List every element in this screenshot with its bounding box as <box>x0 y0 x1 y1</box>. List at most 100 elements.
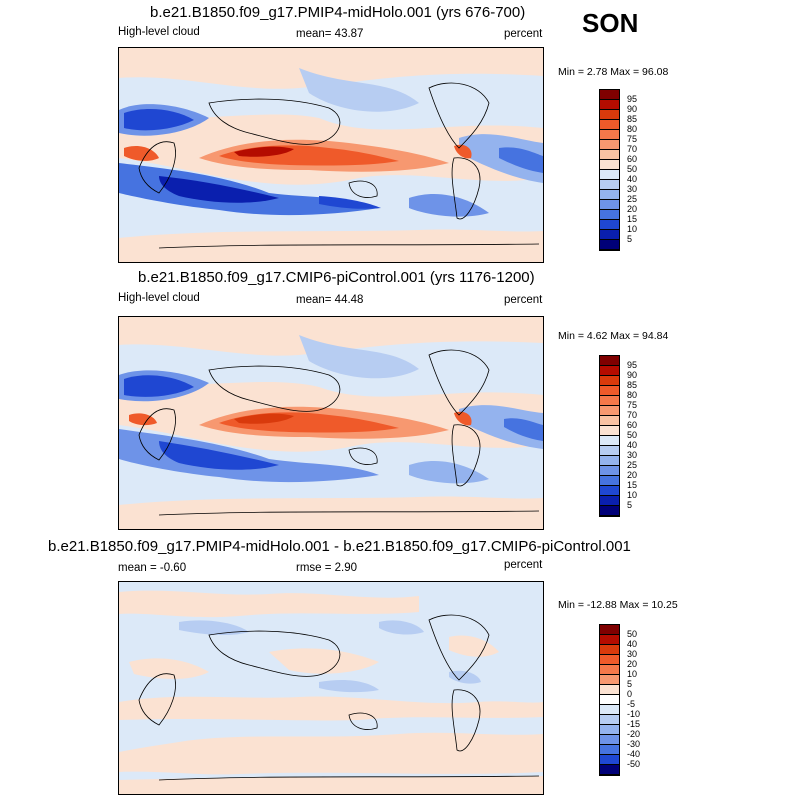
panel-2-colorbar-tick: 85 <box>627 380 638 390</box>
panel-2-colorbar-swatch <box>600 466 619 476</box>
panel-1-colorbar-tick: 10 <box>627 224 638 234</box>
panel-2-colorbar-tick: 95 <box>627 360 638 370</box>
panel-2-colorbar-tick: 20 <box>627 470 638 480</box>
panel-1-colorbar-swatch <box>600 220 619 230</box>
panel-2-colorbar-swatch <box>600 386 619 396</box>
panel-3-colorbar-tick: -50 <box>627 759 641 769</box>
panel-2-colorbar-tick: 25 <box>627 460 638 470</box>
panel-1-colorbar-swatch <box>600 130 619 140</box>
panel-1-colorbar-swatch <box>600 120 619 130</box>
panel-1-colorbar-swatch <box>600 90 619 100</box>
panel-3-colorbar-tick: 10 <box>627 669 638 679</box>
panel-1-colorbar-tick: 75 <box>627 134 638 144</box>
panel-3-colorbar-swatch <box>600 735 619 745</box>
panel-2-colorbar-tick: 50 <box>627 430 638 440</box>
panel-2-colorbar-swatch <box>600 476 619 486</box>
panel-1-colorbar: 95 90 85 80 75 70 60 50 40 30 25 20 15 1… <box>599 89 637 251</box>
panel-3-colorbar-swatch <box>600 625 619 635</box>
panel-3-colorbar-tick: 0 <box>627 689 633 699</box>
panel-1-colorbar-tick: 25 <box>627 194 638 204</box>
panel-1-colorbar-tick: 60 <box>627 154 638 164</box>
panel-1-map <box>118 47 544 263</box>
panel-3-colorbar-swatch <box>600 665 619 675</box>
panel-3-colorbar-tick: -15 <box>627 719 641 729</box>
panel-2-colorbar-swatch <box>600 436 619 446</box>
panel-2-title: b.e21.B1850.f09_g17.CMIP6-piControl.001 … <box>138 269 535 286</box>
panel-2-colorbar-swatch <box>600 506 619 516</box>
panel-1-colorbar-tick: 15 <box>627 214 638 224</box>
panel-3-colorbar: 50 40 30 20 10 5 0 -5 -10 -15 -20 -30 -4… <box>599 624 640 776</box>
panel-2-colorbar: 95 90 85 80 75 70 60 50 40 30 25 20 15 1… <box>599 355 637 517</box>
panel-3-colorbar-swatch <box>600 695 619 705</box>
panel-3-rmse-label: rmse = 2.90 <box>296 562 358 574</box>
panel-1-colorbar-tick: 90 <box>627 104 638 114</box>
panel-2-colorbar-tick: 10 <box>627 490 638 500</box>
panel-2-colorbar-tick: 5 <box>627 500 633 510</box>
panel-2-variable-label: High-level cloud <box>118 292 200 304</box>
panel-3-colorbar-tick: -10 <box>627 709 641 719</box>
panel-2-colorbar-tick: 15 <box>627 480 638 490</box>
panel-3-colorbar-swatch <box>600 685 619 695</box>
panel-2-colorbar-swatch <box>600 486 619 496</box>
season-label: SON <box>582 8 639 38</box>
panel-1-colorbar-tick: 85 <box>627 114 638 124</box>
panel-3-minmax: Min = -12.88 Max = 10.25 <box>558 599 678 611</box>
panel-2-colorbar-swatch <box>600 426 619 436</box>
panel-1-colorbar-tick: 40 <box>627 174 638 184</box>
panel-1-colorbar-swatch <box>600 230 619 240</box>
panel-2-colorbar-swatch <box>600 376 619 386</box>
panel-3-map <box>118 581 544 795</box>
panel-3-colorbar-swatch <box>600 635 619 645</box>
panel-1-colorbar-swatch <box>600 100 619 110</box>
panel-1-mean-label: mean= 43.87 <box>296 28 364 40</box>
panel-2-contours <box>119 335 543 529</box>
panel-3-colorbar-tick: -5 <box>627 699 636 709</box>
panel-2-colorbar-swatch <box>600 356 619 366</box>
panel-2-colorbar-tick: 70 <box>627 410 638 420</box>
panel-3-colorbar-swatch <box>600 715 619 725</box>
panel-1-title: b.e21.B1850.f09_g17.PMIP4-midHolo.001 (y… <box>150 4 526 21</box>
panel-1-minmax: Min = 2.78 Max = 96.08 <box>558 66 669 78</box>
panel-3-units-label: percent <box>504 559 543 571</box>
panel-1-colorbar-swatch <box>600 240 619 250</box>
panel-3-colorbar-tick: -40 <box>627 749 641 759</box>
panel-2-map <box>118 316 544 530</box>
panel-1-colorbar-swatch <box>600 190 619 200</box>
panel-3-colorbar-tick: 30 <box>627 649 638 659</box>
panel-3-colorbar-swatch <box>600 725 619 735</box>
panel-1-colorbar-tick: 80 <box>627 124 638 134</box>
panel-1-colorbar-swatch <box>600 110 619 120</box>
panel-1-colorbar-swatch <box>600 180 619 190</box>
panel-3-colorbar-swatch <box>600 745 619 755</box>
panel-2-colorbar-swatch <box>600 366 619 376</box>
panel-3-colorbar-swatch <box>600 645 619 655</box>
panel-2-colorbar-tick: 40 <box>627 440 638 450</box>
panel-1-colorbar-tick: 95 <box>627 94 638 104</box>
panel-3-colorbar-tick: -30 <box>627 739 641 749</box>
panel-3-contours <box>119 590 543 794</box>
panel-3-colorbar-swatch <box>600 655 619 665</box>
panel-1-colorbar-tick: 30 <box>627 184 638 194</box>
panel-1-variable-label: High-level cloud <box>118 26 200 38</box>
panel-2-mean-label: mean= 44.48 <box>296 294 364 306</box>
panel-1-colorbar-tick: 70 <box>627 144 638 154</box>
panel-1-colorbar-swatch <box>600 210 619 220</box>
panel-3-colorbar-tick: 5 <box>627 679 633 689</box>
panel-1-colorbar-swatch <box>600 200 619 210</box>
panel-1-colorbar-tick: 5 <box>627 234 633 244</box>
panel-2-colorbar-tick: 60 <box>627 420 638 430</box>
panel-3-colorbar-tick: 40 <box>627 639 638 649</box>
panel-3-colorbar-swatch <box>600 755 619 765</box>
panel-2-colorbar-tick: 75 <box>627 400 638 410</box>
panel-3-colorbar-swatch <box>600 675 619 685</box>
panel-1-colorbar-tick: 20 <box>627 204 638 214</box>
panel-2-colorbar-swatch <box>600 406 619 416</box>
panel-3-colorbar-swatch <box>600 705 619 715</box>
panel-1-contours <box>119 68 543 262</box>
panel-2-colorbar-swatch <box>600 446 619 456</box>
panel-3-colorbar-tick: 20 <box>627 659 638 669</box>
panel-2-colorbar-swatch <box>600 456 619 466</box>
panel-1-colorbar-tick: 50 <box>627 164 638 174</box>
panel-1-colorbar-swatch <box>600 160 619 170</box>
panel-2-minmax: Min = 4.62 Max = 94.84 <box>558 330 669 342</box>
